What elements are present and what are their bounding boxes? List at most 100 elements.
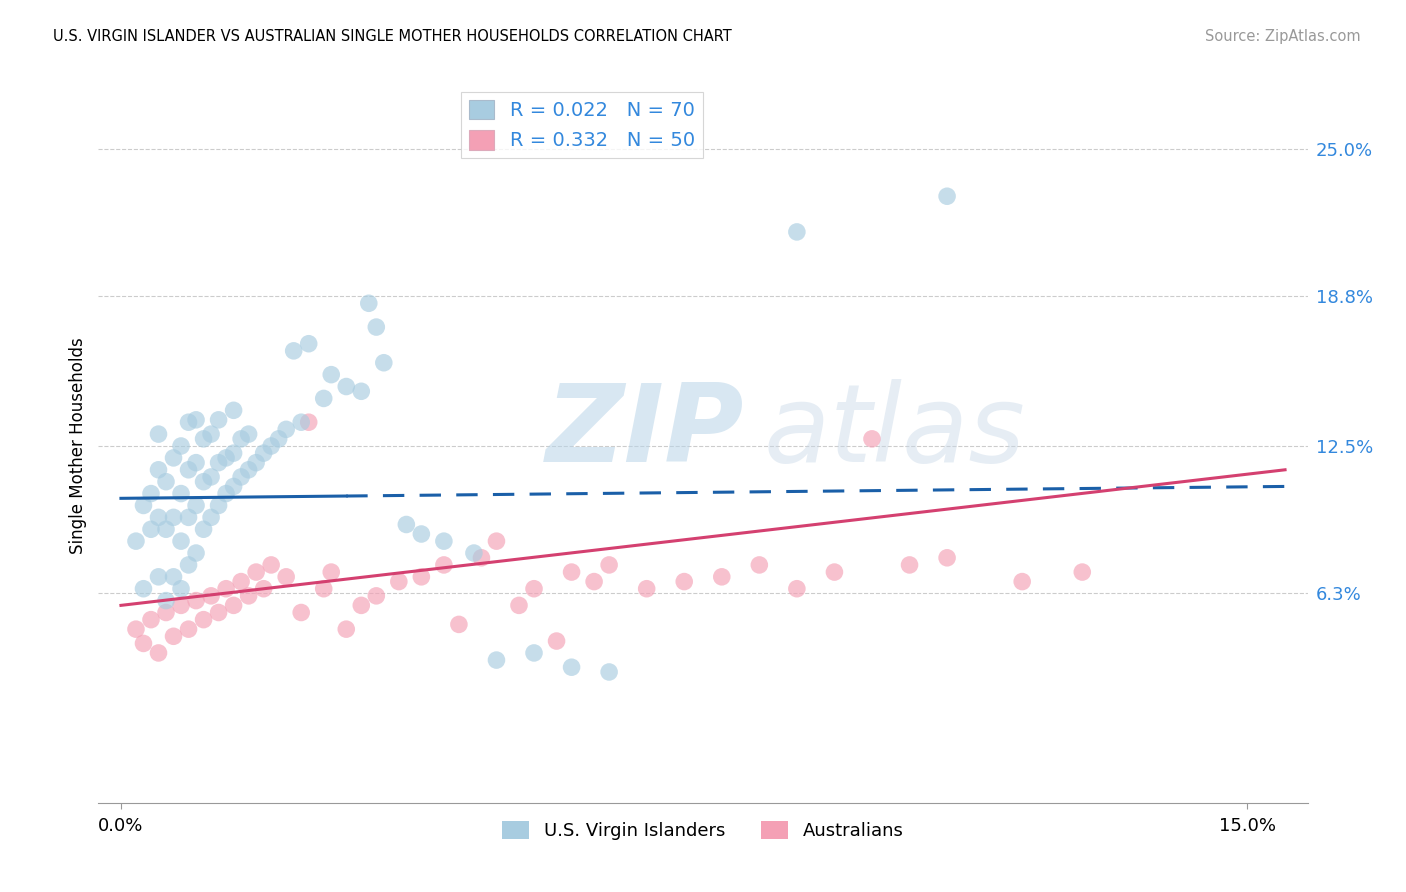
Point	[710, 570, 733, 584]
Point	[298, 415, 321, 429]
Point	[283, 343, 305, 358]
Text: atlas: atlas	[763, 379, 1025, 484]
Point	[229, 432, 252, 446]
Point	[125, 534, 148, 549]
Point	[207, 499, 229, 513]
Point	[298, 336, 321, 351]
Point	[139, 522, 162, 536]
Point	[177, 463, 200, 477]
Point	[184, 593, 207, 607]
Point	[170, 534, 193, 549]
Point	[463, 546, 485, 560]
Point	[162, 570, 184, 584]
Point	[148, 570, 170, 584]
Point	[177, 510, 200, 524]
Point	[253, 582, 276, 596]
Point	[523, 582, 546, 596]
Point	[193, 475, 215, 489]
Point	[193, 432, 215, 446]
Point	[155, 475, 177, 489]
Point	[155, 522, 177, 536]
Point	[598, 665, 620, 679]
Point	[132, 582, 155, 596]
Point	[411, 527, 433, 541]
Point	[253, 446, 276, 460]
Point	[200, 589, 222, 603]
Point	[395, 517, 418, 532]
Point	[936, 189, 959, 203]
Point	[561, 660, 583, 674]
Point	[276, 422, 298, 436]
Point	[229, 470, 252, 484]
Point	[155, 593, 177, 607]
Point	[139, 486, 162, 500]
Point	[238, 463, 260, 477]
Point	[357, 296, 380, 310]
Point	[200, 470, 222, 484]
Point	[215, 486, 238, 500]
Point	[184, 546, 207, 560]
Point	[162, 510, 184, 524]
Point	[1071, 565, 1094, 579]
Point	[350, 384, 373, 399]
Point	[823, 565, 845, 579]
Point	[290, 606, 312, 620]
Point	[748, 558, 770, 572]
Text: Source: ZipAtlas.com: Source: ZipAtlas.com	[1205, 29, 1361, 44]
Point	[148, 463, 170, 477]
Point	[260, 558, 283, 572]
Point	[860, 432, 883, 446]
Point	[170, 599, 193, 613]
Point	[335, 622, 357, 636]
Point	[673, 574, 696, 589]
Point	[215, 450, 238, 465]
Point	[447, 617, 470, 632]
Point	[373, 356, 395, 370]
Point	[411, 570, 433, 584]
Point	[132, 499, 155, 513]
Point	[636, 582, 658, 596]
Point	[508, 599, 530, 613]
Point	[321, 368, 343, 382]
Point	[229, 574, 252, 589]
Point	[433, 558, 456, 572]
Point	[193, 613, 215, 627]
Point	[260, 439, 283, 453]
Point	[786, 225, 808, 239]
Point	[366, 320, 388, 334]
Point	[936, 550, 959, 565]
Point	[485, 534, 508, 549]
Point	[561, 565, 583, 579]
Point	[350, 599, 373, 613]
Point	[132, 636, 155, 650]
Point	[184, 456, 207, 470]
Point	[433, 534, 456, 549]
Point	[388, 574, 411, 589]
Point	[238, 427, 260, 442]
Point	[215, 582, 238, 596]
Point	[267, 432, 290, 446]
Legend: U.S. Virgin Islanders, Australians: U.S. Virgin Islanders, Australians	[495, 814, 911, 847]
Point	[290, 415, 312, 429]
Point	[470, 550, 492, 565]
Point	[184, 499, 207, 513]
Point	[184, 413, 207, 427]
Point	[193, 522, 215, 536]
Text: ZIP: ZIP	[546, 379, 744, 484]
Point	[162, 450, 184, 465]
Text: U.S. VIRGIN ISLANDER VS AUSTRALIAN SINGLE MOTHER HOUSEHOLDS CORRELATION CHART: U.S. VIRGIN ISLANDER VS AUSTRALIAN SINGL…	[53, 29, 733, 44]
Point	[207, 606, 229, 620]
Point	[786, 582, 808, 596]
Point	[321, 565, 343, 579]
Point	[170, 486, 193, 500]
Point	[155, 606, 177, 620]
Point	[583, 574, 606, 589]
Point	[177, 622, 200, 636]
Point	[207, 456, 229, 470]
Point	[222, 599, 245, 613]
Point	[139, 613, 162, 627]
Point	[485, 653, 508, 667]
Point	[207, 413, 229, 427]
Point	[148, 646, 170, 660]
Point	[598, 558, 620, 572]
